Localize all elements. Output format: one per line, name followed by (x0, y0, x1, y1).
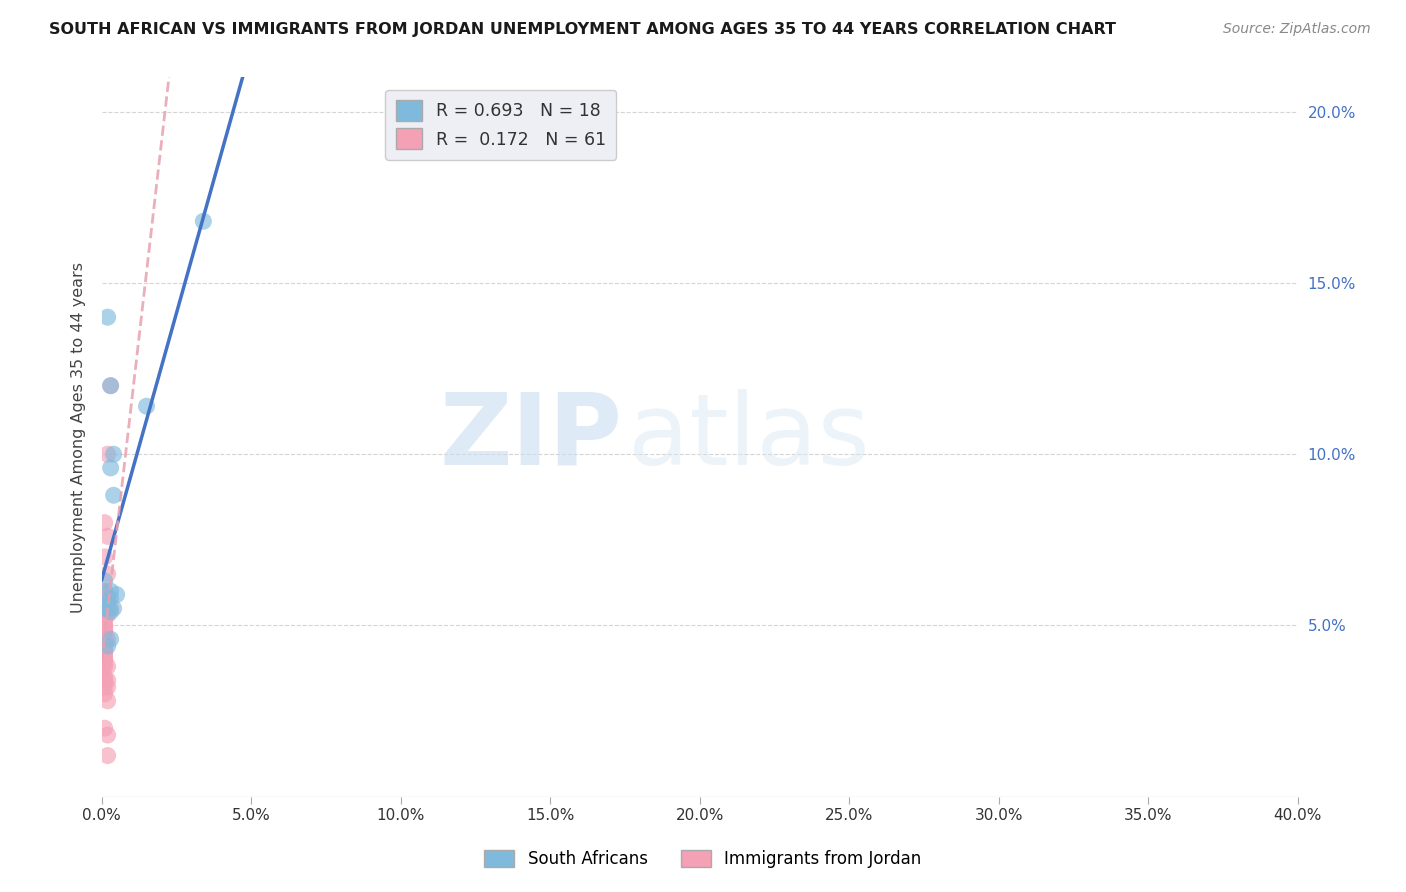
Point (100, 378, 122, 392)
Point (100, 461, 122, 475)
Point (97, 748, 120, 763)
Point (97, 694, 120, 708)
Point (97, 310, 120, 325)
Point (93, 635, 115, 649)
Point (97, 680, 120, 694)
Point (93, 611, 115, 625)
Point (97, 673, 120, 688)
Point (100, 378, 122, 392)
Point (93, 574, 115, 588)
Text: atlas: atlas (628, 389, 869, 485)
Point (93, 605, 115, 619)
Point (93, 618, 115, 632)
Point (100, 605, 122, 619)
Point (103, 447, 125, 461)
Point (100, 584, 122, 599)
Point (97, 594, 120, 608)
Point (97, 447, 120, 461)
Point (97, 659, 120, 673)
Point (97, 728, 120, 742)
Point (93, 673, 115, 688)
Point (93, 656, 115, 670)
Point (97, 632, 120, 647)
Point (93, 670, 115, 684)
Point (105, 588, 128, 602)
Point (93, 601, 115, 615)
Point (93, 646, 115, 660)
Point (93, 618, 115, 632)
Text: SOUTH AFRICAN VS IMMIGRANTS FROM JORDAN UNEMPLOYMENT AMONG AGES 35 TO 44 YEARS C: SOUTH AFRICAN VS IMMIGRANTS FROM JORDAN … (49, 22, 1116, 37)
Point (91, 642, 114, 657)
Point (93, 622, 115, 636)
Point (93, 642, 115, 657)
Point (93, 687, 115, 701)
Point (93, 584, 115, 599)
Point (91, 649, 114, 664)
Point (91, 601, 114, 615)
Legend: R = 0.693   N = 18, R =  0.172   N = 61: R = 0.693 N = 18, R = 0.172 N = 61 (385, 90, 616, 160)
Point (93, 646, 115, 660)
Point (93, 625, 115, 640)
Point (93, 516, 115, 530)
Point (93, 635, 115, 649)
Point (100, 632, 122, 647)
Point (100, 591, 122, 605)
Point (97, 567, 120, 582)
Point (93, 549, 115, 564)
Point (93, 584, 115, 599)
Point (93, 625, 115, 640)
Point (93, 584, 115, 599)
Point (93, 632, 115, 647)
Point (97, 594, 120, 608)
Point (93, 642, 115, 657)
Legend: South Africans, Immigrants from Jordan: South Africans, Immigrants from Jordan (478, 843, 928, 875)
Point (103, 601, 125, 615)
Point (93, 618, 115, 632)
Point (97, 591, 120, 605)
Text: Source: ZipAtlas.com: Source: ZipAtlas.com (1223, 22, 1371, 37)
Point (93, 653, 115, 667)
Point (97, 529, 120, 543)
Point (93, 653, 115, 667)
Point (97, 601, 120, 615)
Point (93, 625, 115, 640)
Point (91, 639, 114, 653)
Point (93, 611, 115, 625)
Point (93, 639, 115, 653)
Point (93, 601, 115, 615)
Point (93, 594, 115, 608)
Point (93, 680, 115, 694)
Point (103, 488, 125, 502)
Point (93, 601, 115, 615)
Point (100, 601, 122, 615)
Point (193, 214, 215, 228)
Y-axis label: Unemployment Among Ages 35 to 44 years: Unemployment Among Ages 35 to 44 years (72, 261, 86, 613)
Point (93, 632, 115, 647)
Point (93, 625, 115, 640)
Point (97, 639, 120, 653)
Point (93, 721, 115, 735)
Point (93, 649, 115, 664)
Point (97, 608, 120, 623)
Point (93, 659, 115, 673)
Point (91, 632, 114, 647)
Point (97, 605, 120, 619)
Point (91, 601, 114, 615)
Point (135, 399, 157, 413)
Text: ZIP: ZIP (439, 389, 621, 485)
Point (97, 598, 120, 612)
